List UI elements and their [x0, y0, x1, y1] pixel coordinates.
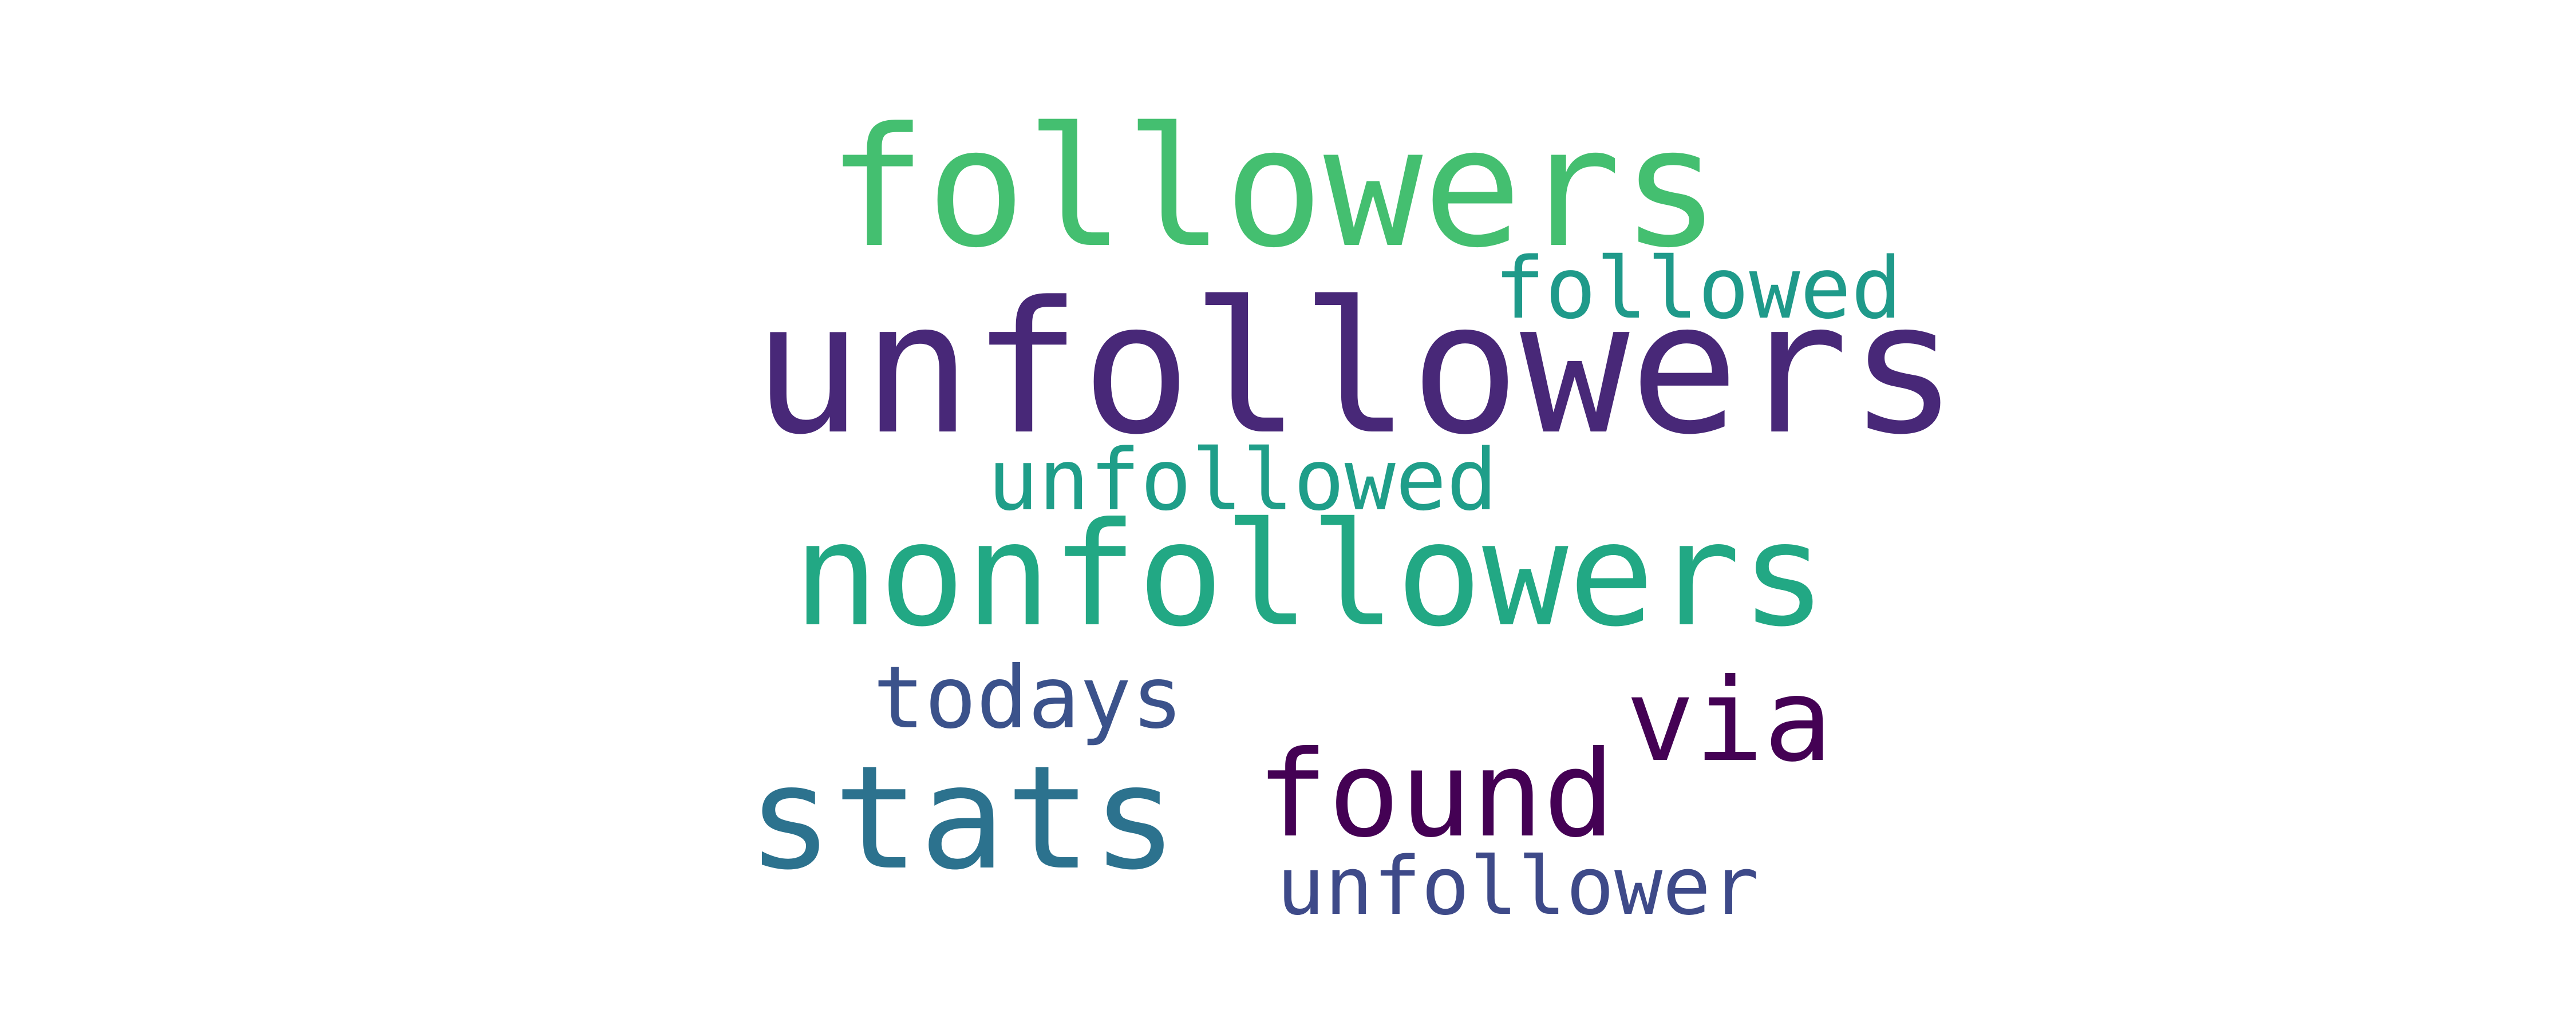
- word-nonfollowers: nonfollowers: [793, 492, 1827, 658]
- word-todays: todays: [873, 648, 1183, 748]
- word-unfollower: unfollower: [1277, 840, 1759, 933]
- word-followers: followers: [827, 92, 1721, 284]
- word-via: via: [1626, 654, 1833, 787]
- word-found: found: [1257, 726, 1615, 864]
- word-stats: stats: [747, 735, 1178, 901]
- word-unfollowed: unfollowed: [987, 431, 1498, 529]
- word-followed: followed: [1494, 239, 1902, 338]
- word-unfollowers: unfollowers: [753, 263, 1958, 474]
